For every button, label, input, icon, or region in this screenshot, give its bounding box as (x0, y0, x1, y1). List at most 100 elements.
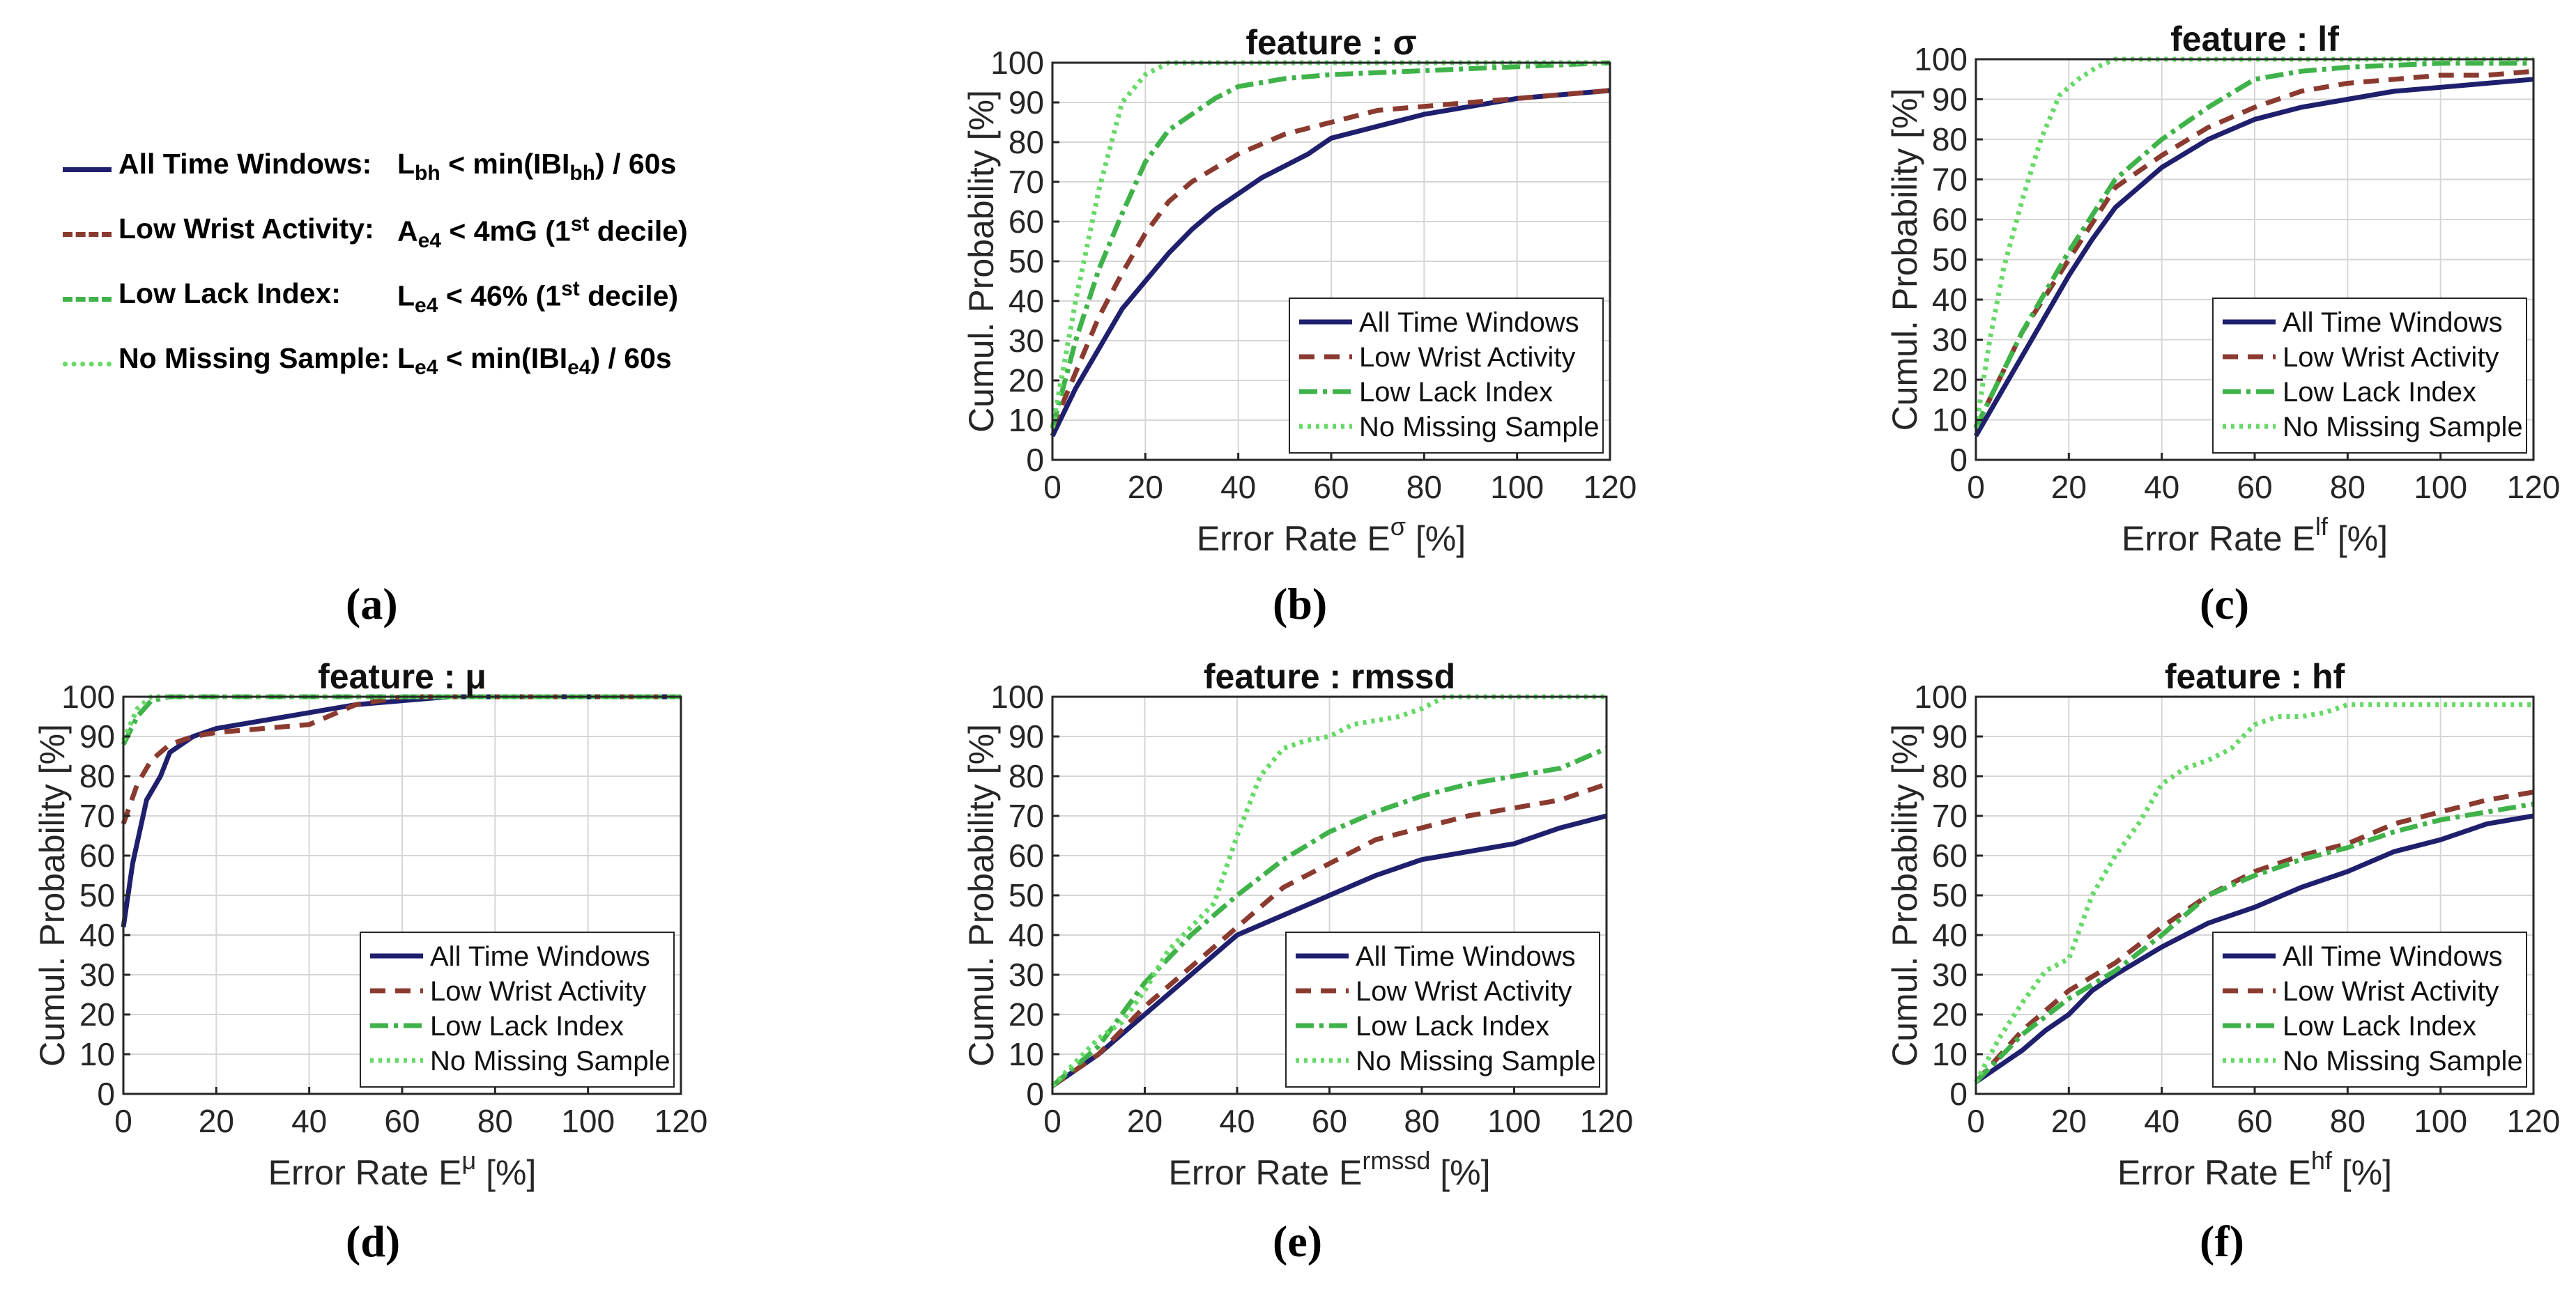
y-tick-label: 90 (1009, 84, 1044, 121)
y-axis-label: Cumul. Probability [%] (33, 724, 72, 1067)
y-tick-label: 40 (1932, 917, 1968, 953)
x-tick-label: 20 (1128, 469, 1163, 505)
chart-legend-label: All Time Windows (1356, 941, 1576, 972)
x-tick-label: 80 (2330, 469, 2366, 505)
chart-legend-label: Low Wrist Activity (430, 976, 646, 1007)
x-axis-label: Error Rate Elf [%] (2122, 512, 2388, 558)
legend-entry-name: All Time Windows: (118, 148, 372, 180)
y-tick-label: 40 (1009, 917, 1044, 953)
legend-swatch-dashed (63, 232, 112, 237)
series-line-all-time-windows (121, 694, 681, 928)
chart-legend: All Time Windows Low Wrist Activity Low La… (1285, 932, 1600, 1088)
y-tick-label: 0 (1949, 1076, 1968, 1112)
y-tick-label: 80 (1009, 124, 1044, 160)
series-line-no-missing-sample (1973, 56, 2533, 429)
y-axis-label: Cumul. Probability [%] (1885, 724, 1924, 1067)
y-tick-label: 50 (1932, 242, 1968, 278)
x-tick-label: 60 (1312, 1103, 1347, 1139)
y-tick-label: 80 (1932, 758, 1968, 794)
x-tick-label: 120 (654, 1103, 708, 1139)
y-tick-label: 10 (1932, 402, 1968, 438)
y-tick-label: 70 (1009, 798, 1044, 834)
series-line-no-missing-sample (1050, 694, 1607, 1088)
series-line-low-lack-index (1050, 746, 1608, 1088)
x-tick-label: 40 (2144, 1103, 2179, 1139)
series-line-all-time-windows (1050, 88, 1611, 438)
chart-legend: All Time Windows Low Wrist Activity Low La… (1289, 298, 1604, 454)
y-tick-label: 100 (1914, 41, 1968, 77)
chart-title: feature : lf (2170, 20, 2339, 59)
x-tick-label: 20 (2051, 469, 2087, 505)
y-tick-label: 0 (1026, 442, 1044, 478)
series-line-low-wrist-activity (1974, 789, 2534, 1084)
x-tick-label: 100 (1487, 1103, 1541, 1139)
chart-legend-label: Low Lack Index (430, 1011, 624, 1042)
y-tick-label: 90 (1932, 718, 1968, 755)
x-tick-label: 40 (2144, 469, 2179, 505)
x-tick-label: 40 (1220, 469, 1256, 505)
y-tick-label: 40 (79, 917, 115, 953)
figure-legend: All Time Windows: Lbh < min(IBIbh) / 60s… (63, 148, 718, 399)
legend-entry-condition: Le4 < min(IBIe4) / 60s (397, 342, 672, 380)
chart-legend-label: Low Wrist Activity (2283, 342, 2499, 373)
chart-legend-label: Low Wrist Activity (1359, 342, 1575, 373)
y-tick-label: 30 (1009, 323, 1044, 359)
x-axis-label: Error Rate Ehf [%] (2117, 1146, 2392, 1192)
y-tick-label: 100 (990, 45, 1044, 81)
chart-legend-label: No Missing Sample (1359, 412, 1600, 442)
chart-legend-label: Low Wrist Activity (1356, 976, 1572, 1007)
y-tick-label: 60 (79, 838, 115, 874)
chart-legend-label: All Time Windows (2283, 307, 2503, 338)
y-tick-label: 20 (1009, 996, 1044, 1033)
chart-legend-label: No Missing Sample (2283, 412, 2523, 442)
chart-legend-label: Low Lack Index (1356, 1011, 1549, 1042)
x-tick-label: 100 (561, 1103, 615, 1139)
y-tick-label: 50 (79, 877, 115, 913)
panel-label-b: (b) (1273, 579, 1328, 628)
y-tick-label: 10 (1009, 402, 1044, 438)
y-tick-label: 20 (79, 996, 115, 1033)
legend-entry-name: Low Lack Index: (118, 277, 341, 309)
x-tick-label: 40 (1219, 1103, 1255, 1139)
legend-entry-name: No Missing Sample: (118, 342, 390, 374)
legend-swatch-dashdot (63, 297, 112, 302)
y-tick-label: 30 (1932, 957, 1968, 993)
series-line-low-lack-index (1050, 60, 1611, 429)
y-tick-label: 90 (1932, 82, 1968, 118)
x-tick-label: 0 (1043, 1103, 1061, 1139)
x-tick-label: 60 (384, 1103, 420, 1139)
x-tick-label: 60 (1313, 469, 1349, 505)
x-tick-label: 80 (477, 1103, 513, 1139)
series-line-low-wrist-activity (1050, 88, 1611, 429)
y-axis-label: Cumul. Probability [%] (962, 724, 1001, 1067)
series-line-low-lack-index (1974, 801, 2534, 1084)
y-tick-label: 70 (1932, 162, 1968, 198)
y-tick-label: 30 (1932, 322, 1968, 358)
y-tick-label: 0 (1026, 1076, 1044, 1112)
x-tick-label: 80 (2330, 1103, 2366, 1139)
y-tick-label: 70 (1009, 164, 1044, 200)
y-tick-label: 100 (990, 679, 1044, 715)
x-tick-label: 0 (1967, 1103, 1985, 1139)
x-tick-label: 0 (1043, 469, 1061, 505)
y-tick-label: 30 (1009, 957, 1044, 993)
x-axis-label: Error Rate Ermssd [%] (1169, 1146, 1491, 1192)
y-tick-label: 60 (1009, 203, 1044, 240)
chart-legend-label: No Missing Sample (1356, 1046, 1596, 1076)
x-tick-label: 120 (2507, 469, 2561, 505)
y-tick-label: 50 (1932, 877, 1968, 913)
y-tick-label: 70 (79, 798, 115, 834)
y-tick-label: 50 (1009, 243, 1044, 279)
x-tick-label: 20 (2051, 1103, 2087, 1139)
y-tick-label: 80 (1932, 121, 1968, 157)
chart-legend-label: Low Wrist Activity (2283, 976, 2499, 1007)
x-tick-label: 100 (2414, 469, 2467, 505)
chart-legend: All Time Windows Low Wrist Activity Low La… (2212, 298, 2527, 454)
series-line-all-time-windows (1051, 813, 1607, 1088)
x-tick-label: 0 (114, 1103, 132, 1139)
